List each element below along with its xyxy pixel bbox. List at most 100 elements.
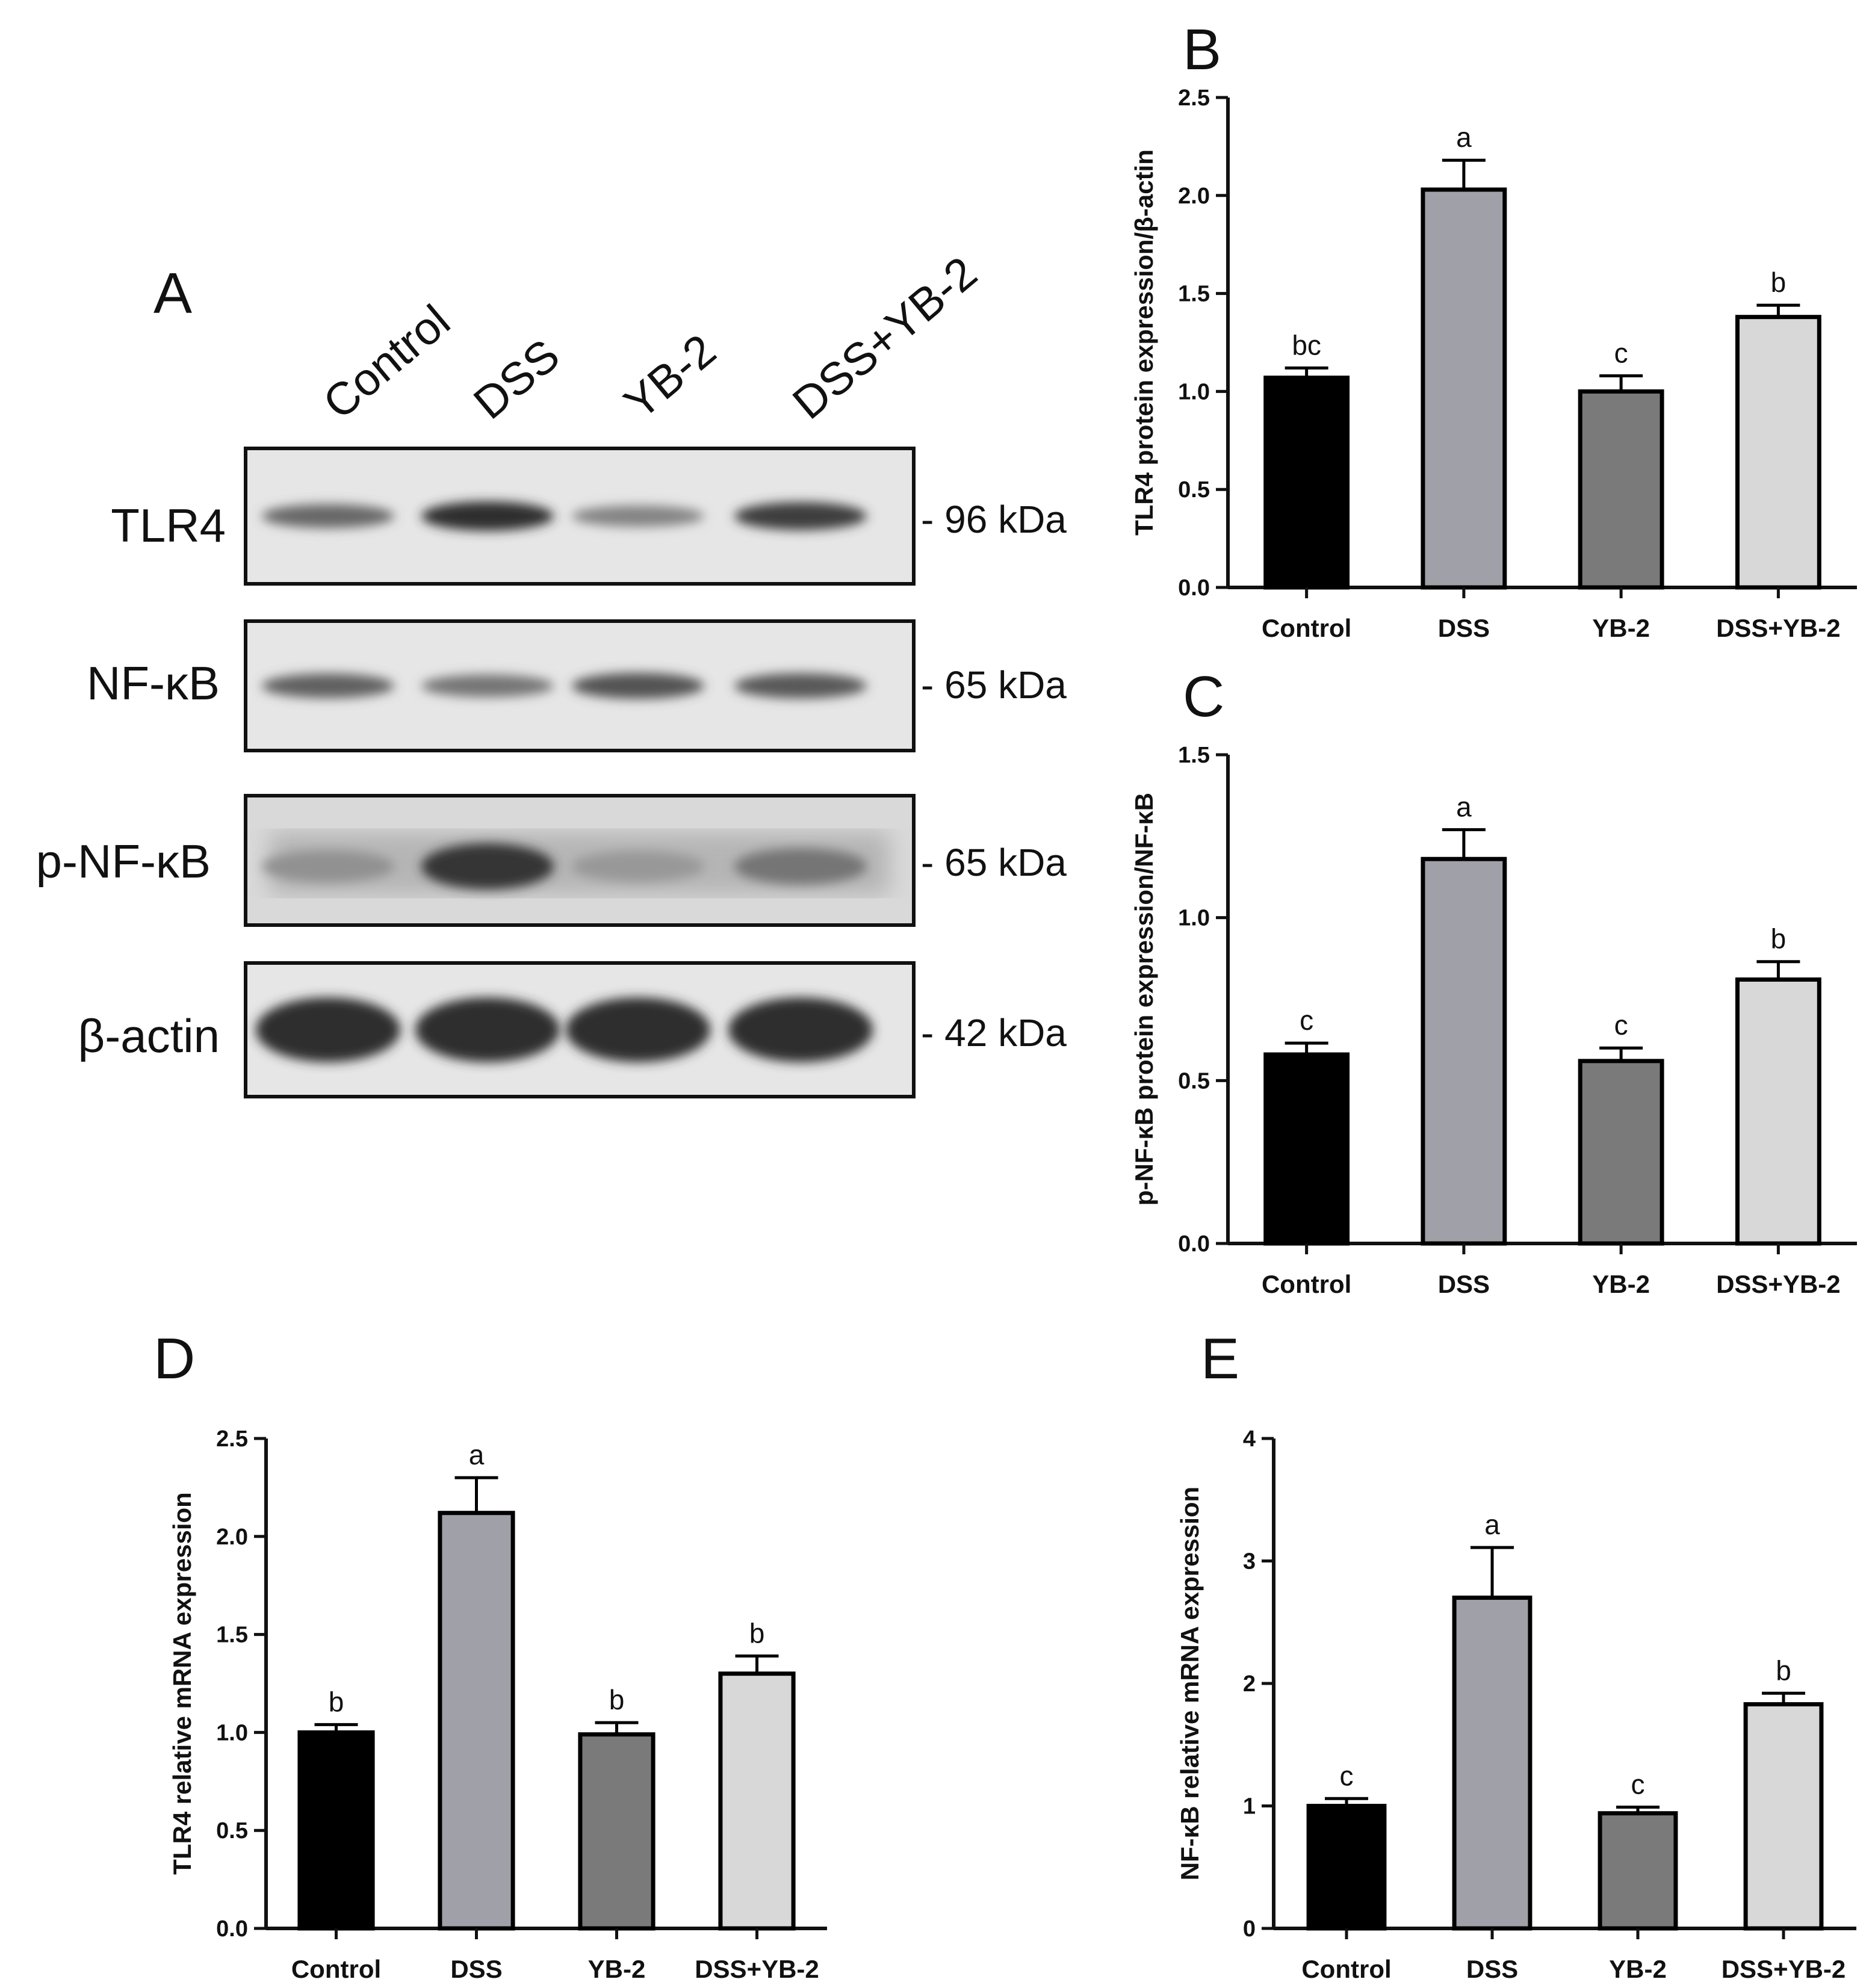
x-tick-label: DSS+YB-2 bbox=[1716, 614, 1841, 642]
significance-label: b bbox=[329, 1686, 344, 1717]
bar bbox=[1421, 856, 1507, 1246]
x-tick-label: DSS bbox=[1438, 1270, 1490, 1298]
x-tick-label: DSS bbox=[450, 1955, 502, 1983]
bar bbox=[1735, 977, 1821, 1246]
panel-letter-d: D bbox=[153, 1327, 195, 1391]
blot-band bbox=[256, 997, 400, 1062]
panel-letter-b: B bbox=[1183, 17, 1221, 82]
bar bbox=[438, 1511, 515, 1931]
blot-size-beta-actin: - 42 kDa bbox=[921, 1011, 1067, 1054]
panel-letter-e: E bbox=[1201, 1327, 1239, 1391]
y-axis-label: TLR4 protein expression/β-actin bbox=[1130, 149, 1158, 536]
x-tick-label: DSS+YB-2 bbox=[1716, 1270, 1841, 1298]
y-tick-label: 2.5 bbox=[216, 1426, 248, 1452]
significance-label: c bbox=[1614, 337, 1628, 368]
blot-band bbox=[262, 504, 394, 528]
y-tick-label: 0.5 bbox=[216, 1818, 248, 1844]
blot-size-nfkb: - 65 kDa bbox=[921, 663, 1067, 707]
blot-band bbox=[415, 997, 560, 1062]
blot-band bbox=[421, 674, 554, 698]
bar bbox=[1421, 187, 1507, 590]
blot-strip bbox=[244, 961, 916, 1098]
blot-band bbox=[734, 502, 867, 530]
x-tick-label: YB-2 bbox=[1592, 1270, 1650, 1298]
blot-band bbox=[734, 848, 867, 885]
y-axis-label: TLR4 relative mRNA expression bbox=[168, 1492, 196, 1875]
y-axis-label: p-NF-κB protein expression/NF-κB bbox=[1130, 793, 1158, 1206]
panel-letter-c: C bbox=[1183, 664, 1224, 729]
x-tick-label: YB-2 bbox=[1609, 1955, 1667, 1983]
lane-label-control: Control bbox=[314, 295, 459, 429]
x-tick-label: Control bbox=[1301, 1955, 1391, 1983]
bar bbox=[1263, 1052, 1350, 1246]
y-tick-label: 0 bbox=[1243, 1916, 1256, 1942]
blot-band bbox=[728, 997, 873, 1062]
y-tick-label: 0.5 bbox=[1178, 477, 1210, 503]
bar bbox=[1452, 1596, 1533, 1931]
bar bbox=[1263, 376, 1350, 590]
blot-frame bbox=[244, 794, 916, 927]
blot-band bbox=[572, 505, 704, 527]
y-tick-label: 2.0 bbox=[1178, 184, 1210, 209]
y-tick-label: 2 bbox=[1243, 1671, 1256, 1697]
y-tick-label: 1 bbox=[1243, 1794, 1256, 1819]
western-blot-panel: Control DSS YB-2 DSS+YB-2 TLR4 NF-κB p-N… bbox=[36, 247, 1067, 1098]
x-tick-label: Control bbox=[1262, 1270, 1351, 1298]
x-tick-label: DSS+YB-2 bbox=[1722, 1955, 1846, 1983]
blot-band bbox=[262, 674, 394, 698]
y-tick-label: 4 bbox=[1243, 1426, 1256, 1452]
bar bbox=[1735, 315, 1821, 590]
y-tick-label: 3 bbox=[1243, 1549, 1256, 1575]
y-tick-label: 1.0 bbox=[1178, 906, 1210, 931]
x-tick-label: DSS bbox=[1466, 1955, 1518, 1983]
blot-band bbox=[734, 673, 867, 699]
significance-label: b bbox=[749, 1617, 765, 1649]
blot-band bbox=[566, 997, 710, 1062]
blot-band bbox=[572, 850, 704, 882]
significance-label: c bbox=[1300, 1005, 1313, 1036]
blot-size-p-nfkb: - 65 kDa bbox=[921, 841, 1067, 884]
chart-e: 0 1 2 3 4 NF-κB relative mRNA expression c Cont… bbox=[1176, 1426, 1856, 1983]
lane-label-yb2: YB-2 bbox=[615, 324, 725, 429]
x-tick-label: DSS bbox=[1438, 614, 1490, 642]
y-tick-label: 0.0 bbox=[216, 1916, 248, 1942]
blot-frame bbox=[244, 961, 916, 1098]
significance-label: c bbox=[1631, 1769, 1645, 1800]
x-tick-label: Control bbox=[1262, 614, 1351, 642]
significance-label: b bbox=[1776, 1655, 1791, 1686]
y-tick-label: 1.5 bbox=[1178, 743, 1210, 768]
lane-label-dss: DSS bbox=[464, 329, 569, 429]
chart-c: 0.0 0.5 1.0 1.5 p-NF-κB protein expression/N… bbox=[1130, 743, 1857, 1298]
x-tick-label: DSS+YB-2 bbox=[695, 1955, 819, 1983]
significance-label: b bbox=[1771, 267, 1787, 298]
blot-strip bbox=[244, 447, 916, 586]
y-tick-label: 2.0 bbox=[216, 1525, 248, 1550]
significance-label: b bbox=[609, 1684, 625, 1715]
x-tick-label: YB-2 bbox=[588, 1955, 646, 1983]
y-tick-label: 2.5 bbox=[1178, 85, 1210, 111]
y-tick-label: 1.5 bbox=[1178, 282, 1210, 307]
y-tick-label: 1.0 bbox=[1178, 379, 1210, 404]
bar bbox=[1578, 389, 1664, 590]
y-tick-label: 1.0 bbox=[216, 1720, 248, 1745]
y-tick-label: 0.0 bbox=[1178, 575, 1210, 601]
bar bbox=[1306, 1804, 1387, 1931]
significance-label: a bbox=[1456, 122, 1472, 153]
blot-frame bbox=[244, 447, 916, 586]
blot-size-tlr4: - 96 kDa bbox=[921, 498, 1067, 541]
bar bbox=[1598, 1811, 1678, 1931]
y-tick-label: 0.0 bbox=[1178, 1231, 1210, 1257]
blot-label-tlr4: TLR4 bbox=[111, 499, 226, 552]
panel-letter-a: A bbox=[153, 261, 192, 326]
blot-band bbox=[262, 850, 394, 882]
y-axis-label: NF-κB relative mRNA expression bbox=[1176, 1487, 1204, 1880]
significance-label: a bbox=[1484, 1509, 1500, 1540]
significance-label: a bbox=[1456, 791, 1472, 823]
bar-charts: 0.0 0.5 1.0 1.5 2.0 2.5 TLR4 protein expressio… bbox=[168, 85, 1857, 1983]
bar bbox=[1743, 1702, 1824, 1931]
chart-b: 0.0 0.5 1.0 1.5 2.0 2.5 TLR4 protein expressio… bbox=[1130, 85, 1857, 642]
x-tick-label: YB-2 bbox=[1592, 614, 1650, 642]
blot-band bbox=[572, 672, 704, 699]
blot-band bbox=[421, 501, 554, 531]
significance-label: c bbox=[1614, 1009, 1628, 1041]
